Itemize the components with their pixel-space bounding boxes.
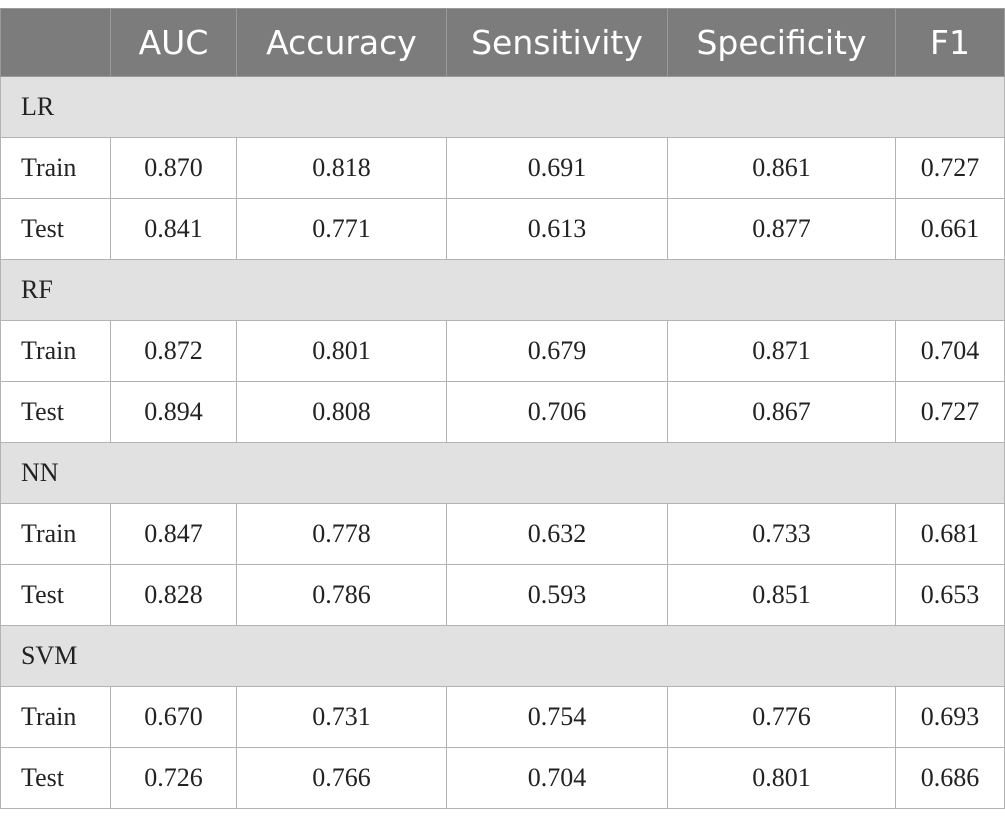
cell-sensitivity: 0.706 <box>446 381 668 443</box>
header-accuracy: Accuracy <box>236 8 447 77</box>
cell-f1: 0.681 <box>895 503 1005 565</box>
cell-sensitivity: 0.593 <box>446 564 668 626</box>
table-row: Test 0.726 0.766 0.704 0.801 0.686 <box>0 747 1005 809</box>
cell-specificity: 0.867 <box>667 381 896 443</box>
header-row: AUC Accuracy Sensitivity Specificity F1 <box>0 8 1005 77</box>
cell-auc: 0.872 <box>110 320 237 382</box>
group-label: SVM <box>0 625 1005 687</box>
group-row-svm: SVM <box>0 625 1005 687</box>
cell-specificity: 0.733 <box>667 503 896 565</box>
cell-sensitivity: 0.613 <box>446 198 668 260</box>
cell-f1: 0.704 <box>895 320 1005 382</box>
group-label: NN <box>0 442 1005 504</box>
cell-auc: 0.726 <box>110 747 237 809</box>
cell-auc: 0.841 <box>110 198 237 260</box>
cell-sensitivity: 0.632 <box>446 503 668 565</box>
cell-auc: 0.828 <box>110 564 237 626</box>
table-row: Train 0.870 0.818 0.691 0.861 0.727 <box>0 137 1005 199</box>
row-label: Train <box>0 686 111 748</box>
cell-f1: 0.693 <box>895 686 1005 748</box>
group-row-nn: NN <box>0 442 1005 504</box>
cell-accuracy: 0.808 <box>236 381 447 443</box>
row-label: Train <box>0 503 111 565</box>
cell-sensitivity: 0.754 <box>446 686 668 748</box>
cell-accuracy: 0.786 <box>236 564 447 626</box>
group-label: LR <box>0 76 1005 138</box>
table-row: Test 0.841 0.771 0.613 0.877 0.661 <box>0 198 1005 260</box>
cell-f1: 0.653 <box>895 564 1005 626</box>
header-specificity: Specificity <box>667 8 896 77</box>
cell-auc: 0.870 <box>110 137 237 199</box>
cell-accuracy: 0.818 <box>236 137 447 199</box>
cell-f1: 0.727 <box>895 137 1005 199</box>
cell-specificity: 0.871 <box>667 320 896 382</box>
row-label: Test <box>0 564 111 626</box>
group-label: RF <box>0 259 1005 321</box>
table-header: AUC Accuracy Sensitivity Specificity F1 <box>0 8 1005 77</box>
cell-sensitivity: 0.704 <box>446 747 668 809</box>
row-label: Test <box>0 747 111 809</box>
row-label: Train <box>0 320 111 382</box>
header-f1: F1 <box>895 8 1005 77</box>
row-label: Train <box>0 137 111 199</box>
table-row: Train 0.872 0.801 0.679 0.871 0.704 <box>0 320 1005 382</box>
table-body: LR Train 0.870 0.818 0.691 0.861 0.727 T… <box>0 76 1005 809</box>
cell-specificity: 0.877 <box>667 198 896 260</box>
row-label: Test <box>0 381 111 443</box>
group-row-lr: LR <box>0 76 1005 138</box>
cell-accuracy: 0.731 <box>236 686 447 748</box>
cell-f1: 0.727 <box>895 381 1005 443</box>
row-label: Test <box>0 198 111 260</box>
cell-accuracy: 0.771 <box>236 198 447 260</box>
cell-accuracy: 0.766 <box>236 747 447 809</box>
cell-specificity: 0.801 <box>667 747 896 809</box>
cell-auc: 0.670 <box>110 686 237 748</box>
cell-f1: 0.686 <box>895 747 1005 809</box>
table-row: Train 0.670 0.731 0.754 0.776 0.693 <box>0 686 1005 748</box>
cell-sensitivity: 0.691 <box>446 137 668 199</box>
header-corner-cell <box>0 8 111 77</box>
cell-specificity: 0.776 <box>667 686 896 748</box>
cell-specificity: 0.861 <box>667 137 896 199</box>
group-row-rf: RF <box>0 259 1005 321</box>
header-sensitivity: Sensitivity <box>446 8 668 77</box>
cell-accuracy: 0.801 <box>236 320 447 382</box>
table-row: Train 0.847 0.778 0.632 0.733 0.681 <box>0 503 1005 565</box>
table-row: Test 0.894 0.808 0.706 0.867 0.727 <box>0 381 1005 443</box>
cell-specificity: 0.851 <box>667 564 896 626</box>
metrics-table: AUC Accuracy Sensitivity Specificity F1 … <box>0 8 1005 809</box>
cell-auc: 0.894 <box>110 381 237 443</box>
cell-accuracy: 0.778 <box>236 503 447 565</box>
cell-sensitivity: 0.679 <box>446 320 668 382</box>
cell-auc: 0.847 <box>110 503 237 565</box>
header-auc: AUC <box>110 8 237 77</box>
cell-f1: 0.661 <box>895 198 1005 260</box>
table-row: Test 0.828 0.786 0.593 0.851 0.653 <box>0 564 1005 626</box>
